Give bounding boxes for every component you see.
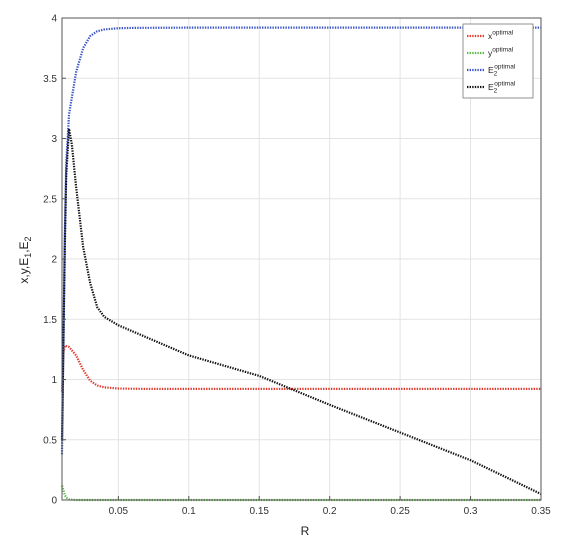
y-axis-label-sub1: 1 <box>23 253 33 258</box>
y-axis-label: x,y,E1,E2 <box>17 236 33 283</box>
y-tick-label: 0 <box>51 496 57 507</box>
y-axis-label-main: x,y,E <box>17 258 31 284</box>
y-tick-label: 3.5 <box>43 74 57 85</box>
x-tick-label: 0.35 <box>531 506 551 517</box>
x-tick-label: 0.25 <box>390 506 410 517</box>
legend: xoptimal yoptimal E2optimal E2optimal <box>462 23 534 99</box>
legend-box <box>462 23 534 99</box>
series-line-2 <box>60 26 541 455</box>
x-axis-label: R <box>301 524 310 538</box>
x-tick-label: 0.3 <box>464 506 478 517</box>
x-tick-label: 0.05 <box>109 506 129 517</box>
y-tick-label: 1.5 <box>43 315 57 326</box>
legend-label: xoptimal <box>488 30 514 42</box>
y-tick-label: 4 <box>51 14 57 25</box>
legend-label: yoptimal <box>488 47 514 59</box>
series-line-0 <box>60 344 541 392</box>
series-line-3 <box>60 128 542 495</box>
y-tick-label: 2 <box>51 255 57 266</box>
y-axis-label-sub2: 2 <box>23 236 33 241</box>
y-tick-label: 2.5 <box>43 194 57 205</box>
y-tick-label: 1 <box>51 375 57 386</box>
x-tick-label: 0.15 <box>250 506 270 517</box>
x-tick-label: 0.1 <box>182 506 196 517</box>
series-lines <box>60 26 542 502</box>
y-tick-label: 3 <box>51 134 57 145</box>
legend-label: E2optimal <box>488 81 516 95</box>
x-tick-label: 0.2 <box>323 506 337 517</box>
y-axis-label-sep: ,E <box>17 241 31 252</box>
y-tick-label: 0.5 <box>43 435 57 446</box>
legend-label: E2optimal <box>488 64 516 78</box>
axis-ticks: 0.05 0.1 0.15 0.2 0.25 0.3 0.35 0 0.5 1 1.5 2 2.5 3 3.… <box>43 14 551 518</box>
